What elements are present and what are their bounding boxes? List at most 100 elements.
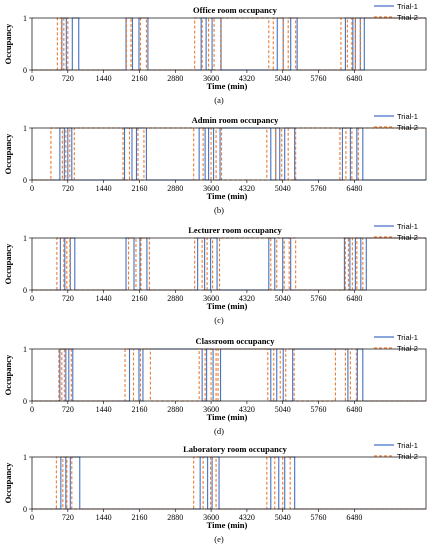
x-tick-label: 3600 [203,294,219,303]
legend-label-1: Trial-1 [397,222,418,231]
x-tick-label: 2160 [131,74,147,83]
series-line-1 [32,237,426,291]
x-tick-label: 3600 [203,405,219,414]
series-line-2 [32,237,426,291]
series-line-2 [32,348,426,402]
y-axis-label: Occupancy [3,133,13,174]
series-line-2 [32,127,426,181]
x-tick-label: 720 [62,294,74,303]
panel-caption: (b) [214,205,224,215]
plot-frame [31,17,427,71]
y-tick-label: 0 [23,397,27,406]
x-tick-label: 6480 [346,513,362,522]
plot-frame [31,237,427,291]
y-axis-label: Occupancy [3,462,13,503]
x-tick-label: 720 [62,405,74,414]
chart-panel: Classroom occupancy 0 720 1440 2160 2880 3600 4… [3,333,427,436]
chart-panel: Admin room occupancy 0 720 1440 2160 2880 3600… [3,112,427,215]
x-tick-label: 3600 [203,184,219,193]
legend-label-2: Trial-2 [397,13,418,22]
legend: Trial-1 Trial-2 [374,333,418,353]
x-tick-label: 5040 [275,184,291,193]
legend: Trial-1 Trial-2 [374,222,418,242]
y-tick-label: 0 [23,505,27,514]
x-tick-label: 5760 [311,74,327,83]
x-tick-label: 6480 [346,405,362,414]
x-tick-label: 5040 [275,74,291,83]
x-tick-label: 2160 [131,405,147,414]
panel-caption: (c) [214,315,224,325]
legend-label-2: Trial-2 [397,123,418,132]
y-tick-label: 0 [23,176,27,185]
x-tick-label: 2880 [167,74,183,83]
legend-label-1: Trial-1 [397,333,418,342]
legend: Trial-1 Trial-2 [374,112,418,132]
x-axis-label: Time (min) [207,191,248,201]
chart-title: Lecturer room occupancy [188,225,282,235]
x-tick-label: 5040 [275,513,291,522]
y-tick-label: 0 [23,286,27,295]
chart-panel: Lecturer room occupancy 0 720 1440 2160 2880 3… [3,222,427,325]
x-tick-label: 1440 [96,74,112,83]
panel-caption: (a) [214,95,224,105]
x-tick-label: 3600 [203,513,219,522]
x-tick-label: 0 [30,513,34,522]
x-tick-label: 0 [30,294,34,303]
x-tick-label: 0 [30,405,34,414]
x-tick-label: 5760 [311,184,327,193]
x-tick-label: 2160 [131,294,147,303]
plot-frame [31,348,427,402]
x-tick-label: 0 [30,74,34,83]
chart-panel: Office room occupancy 0 720 1440 2160 2880 360… [3,2,427,105]
y-axis-label: Occupancy [3,243,13,284]
x-tick-label: 6480 [346,294,362,303]
x-tick-label: 1440 [96,405,112,414]
x-tick-label: 2880 [167,405,183,414]
x-tick-label: 2160 [131,184,147,193]
series-line-1 [32,17,426,71]
series-line-1 [32,456,426,510]
chart-title: Classroom occupancy [196,336,276,346]
series-line-2 [32,17,426,71]
x-tick-label: 4320 [239,294,255,303]
x-tick-label: 5760 [311,405,327,414]
x-tick-label: 2880 [167,513,183,522]
x-tick-label: 2880 [167,294,183,303]
x-tick-label: 4320 [239,513,255,522]
chart-panel: Laboratory room occupancy 0 720 1440 2160 288… [3,441,427,544]
y-tick-label: 1 [23,14,27,23]
y-tick-label: 0 [23,66,27,75]
legend-label-2: Trial-2 [397,452,418,461]
y-tick-label: 1 [23,453,27,462]
x-tick-label: 3600 [203,74,219,83]
chart-title: Office room occupancy [193,5,278,15]
x-tick-label: 0 [30,184,34,193]
y-axis-label: Occupancy [3,354,13,395]
chart-title: Admin room occupancy [192,115,279,125]
y-tick-label: 1 [23,234,27,243]
plot-frame [31,127,427,181]
legend-label-2: Trial-2 [397,233,418,242]
x-tick-label: 720 [62,513,74,522]
legend-label-1: Trial-1 [397,441,418,450]
x-tick-label: 5040 [275,405,291,414]
x-tick-label: 1440 [96,513,112,522]
legend-label-1: Trial-1 [397,112,418,121]
x-tick-label: 4320 [239,184,255,193]
x-tick-label: 2880 [167,184,183,193]
panel-caption: (d) [214,426,224,436]
x-tick-label: 6480 [346,184,362,193]
x-tick-label: 720 [62,184,74,193]
chart-title: Laboratory room occupancy [183,444,287,454]
y-tick-label: 1 [23,345,27,354]
x-axis-label: Time (min) [207,412,248,422]
x-tick-label: 2160 [131,513,147,522]
x-axis-label: Time (min) [207,301,248,311]
series-line-1 [32,348,426,402]
legend-label-2: Trial-2 [397,344,418,353]
legend: Trial-1 Trial-2 [374,2,418,22]
x-axis-label: Time (min) [207,81,248,91]
x-tick-label: 5760 [311,294,327,303]
series-line-1 [32,127,426,181]
